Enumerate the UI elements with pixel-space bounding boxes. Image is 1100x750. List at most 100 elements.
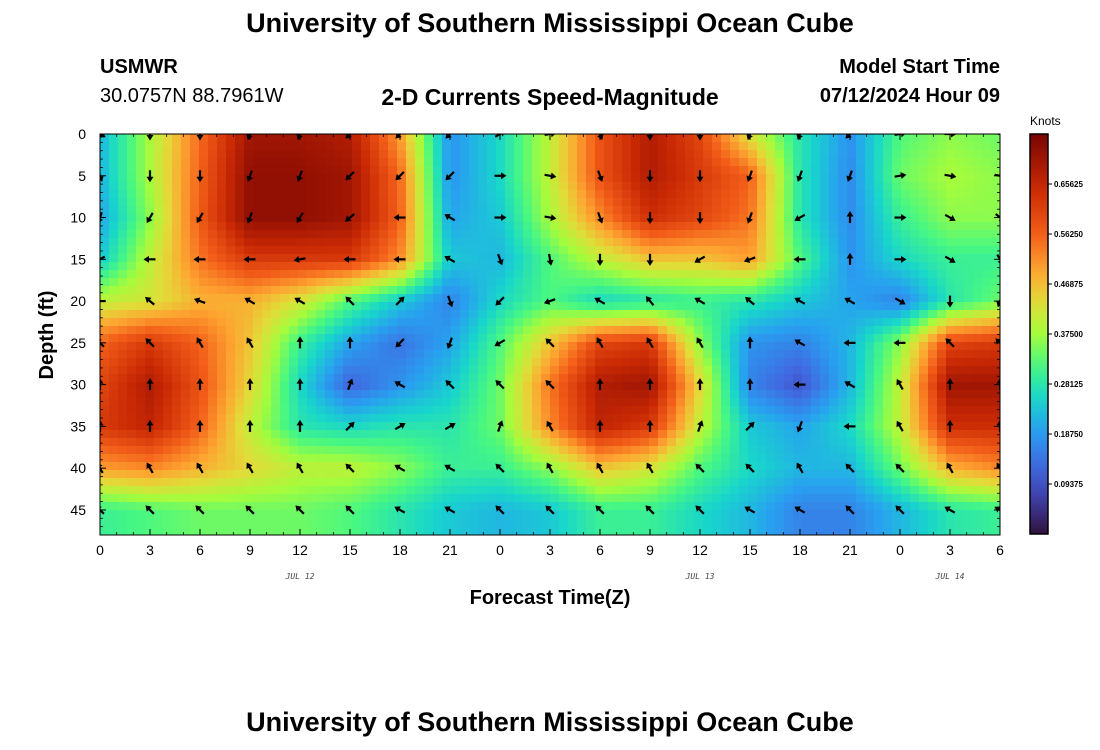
- heatmap-cell: [928, 254, 938, 263]
- heatmap-cell: [928, 142, 938, 151]
- heatmap-cell: [478, 526, 488, 535]
- heatmap-cell: [694, 478, 704, 487]
- heatmap-cell: [136, 406, 146, 415]
- heatmap-cell: [946, 230, 956, 239]
- heatmap-cell: [793, 222, 803, 231]
- heatmap-cell: [838, 342, 848, 351]
- heatmap-cell: [451, 206, 461, 215]
- heatmap-cell: [757, 382, 767, 391]
- heatmap-cell: [181, 478, 191, 487]
- heatmap-cell: [442, 350, 452, 359]
- heatmap-cell: [577, 182, 587, 191]
- heatmap-cell: [883, 142, 893, 151]
- heatmap-cell: [865, 526, 875, 535]
- heatmap-cell: [406, 190, 416, 199]
- heatmap-cell: [406, 158, 416, 167]
- heatmap-cell: [559, 350, 569, 359]
- heatmap-cell: [775, 302, 785, 311]
- heatmap-cell: [235, 462, 245, 471]
- heatmap-cell: [955, 134, 965, 143]
- heatmap-cell: [541, 342, 551, 351]
- heatmap-cell: [730, 358, 740, 367]
- heatmap-cell: [820, 214, 830, 223]
- heatmap-cell: [334, 230, 344, 239]
- heatmap-cell: [379, 446, 389, 455]
- heatmap-cell: [136, 222, 146, 231]
- heatmap-cell: [172, 462, 182, 471]
- heatmap-cell: [334, 142, 344, 151]
- heatmap-cell: [694, 198, 704, 207]
- heatmap-cell: [586, 350, 596, 359]
- heatmap-cell: [217, 390, 227, 399]
- heatmap-cell: [145, 430, 155, 439]
- heatmap-cell: [163, 454, 173, 463]
- heatmap-cell: [460, 190, 470, 199]
- heatmap-cell: [856, 230, 866, 239]
- heatmap-cell: [208, 302, 218, 311]
- heatmap-cell: [640, 238, 650, 247]
- heatmap-cell: [829, 278, 839, 287]
- heatmap-cell: [478, 254, 488, 263]
- heatmap-cell: [595, 222, 605, 231]
- heatmap-cell: [847, 166, 857, 175]
- heatmap-cell: [406, 350, 416, 359]
- heatmap-cell: [514, 470, 524, 479]
- heatmap-cell: [757, 246, 767, 255]
- heatmap-cell: [217, 318, 227, 327]
- heatmap-cell: [847, 270, 857, 279]
- heatmap-cell: [469, 222, 479, 231]
- heatmap-cell: [496, 182, 506, 191]
- heatmap-cell: [325, 206, 335, 215]
- heatmap-cell: [829, 174, 839, 183]
- heatmap-cell: [244, 342, 254, 351]
- heatmap-cell: [820, 398, 830, 407]
- heatmap-cell: [100, 454, 110, 463]
- heatmap-cell: [271, 230, 281, 239]
- heatmap-cell: [685, 366, 695, 375]
- heatmap-cell: [415, 294, 425, 303]
- heatmap-cell: [856, 502, 866, 511]
- heatmap-cell: [172, 518, 182, 527]
- heatmap-cell: [253, 326, 263, 335]
- heatmap-cell: [937, 406, 947, 415]
- heatmap-cell: [919, 406, 929, 415]
- heatmap-cell: [793, 238, 803, 247]
- heatmap-cell: [730, 390, 740, 399]
- heatmap-cell: [658, 278, 668, 287]
- heatmap-cell: [424, 350, 434, 359]
- heatmap-cell: [901, 246, 911, 255]
- heatmap-cell: [352, 342, 362, 351]
- heatmap-cell: [910, 494, 920, 503]
- heatmap-cell: [442, 414, 452, 423]
- heatmap-cell: [631, 414, 641, 423]
- heatmap-cell: [280, 294, 290, 303]
- heatmap-cell: [505, 510, 515, 519]
- heatmap-cell: [991, 470, 1000, 479]
- heatmap-cell: [325, 438, 335, 447]
- heatmap-cell: [667, 142, 677, 151]
- heatmap-cell: [451, 366, 461, 375]
- heatmap-cell: [658, 366, 668, 375]
- heatmap-cell: [811, 270, 821, 279]
- heatmap-cell: [550, 182, 560, 191]
- heatmap-cell: [199, 510, 209, 519]
- heatmap-cell: [244, 422, 254, 431]
- heatmap-cell: [181, 286, 191, 295]
- heatmap-cell: [100, 414, 110, 423]
- heatmap-cell: [325, 182, 335, 191]
- heatmap-cell: [316, 430, 326, 439]
- heatmap-cell: [154, 262, 164, 271]
- heatmap-cell: [928, 318, 938, 327]
- heatmap-cell: [649, 174, 659, 183]
- heatmap-cell: [523, 446, 533, 455]
- heatmap-cell: [550, 470, 560, 479]
- heatmap-cell: [199, 414, 209, 423]
- heatmap-cell: [271, 158, 281, 167]
- heatmap-cell: [109, 142, 119, 151]
- heatmap-cell: [712, 438, 722, 447]
- heatmap-cell: [496, 446, 506, 455]
- heatmap-cell: [748, 350, 758, 359]
- heatmap-cell: [631, 350, 641, 359]
- heatmap-cell: [523, 438, 533, 447]
- heatmap-cell: [154, 382, 164, 391]
